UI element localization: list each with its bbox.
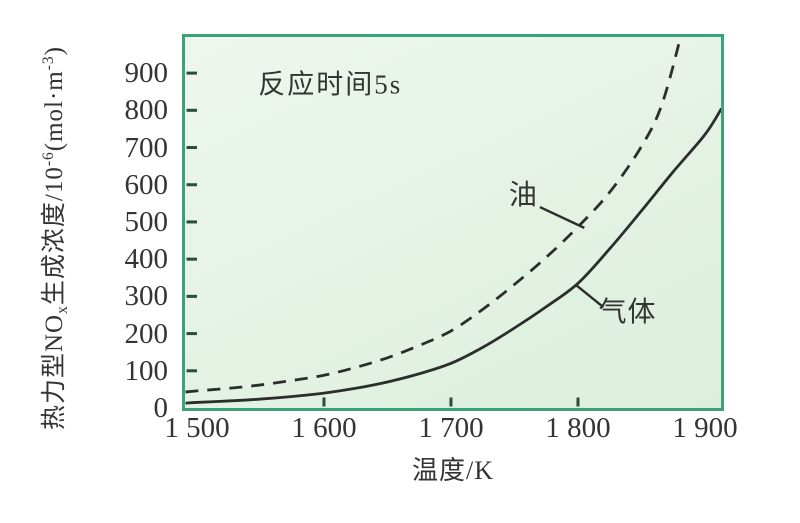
y-tick-label: 0 [153,392,169,424]
curve-gas [185,107,721,405]
leader-line-gas [575,284,605,309]
y-tick-label: 500 [124,205,169,238]
x-tick-label: 1 700 [418,412,484,444]
y-tick-label: 600 [124,168,169,201]
y-tick-label: 200 [124,317,169,350]
x-tick-label: 1 800 [545,412,611,444]
x-tick-label: 1 600 [291,412,357,444]
plot-area: 油气体 反应时间5s [182,34,724,411]
annotation-reaction-time: 反应时间5s [258,69,403,100]
leader-line-oil [539,205,585,229]
curve-oil [185,37,683,394]
series-label-gas: 气体 [598,297,657,329]
series-label-oil: 油 [508,179,538,211]
y-tick-label: 400 [124,243,169,276]
y-tick-label: 800 [124,94,169,127]
y-tick-label: 300 [124,280,169,313]
x-axis-title: 温度/K [411,456,494,485]
y-axis-title-text: ) [41,46,68,56]
y-tick-label: 700 [124,131,169,164]
x-tick-label: 1 900 [672,412,738,444]
y-tick-label: 900 [124,57,169,90]
x-tick-label: 1 500 [164,412,230,444]
chart-canvas [185,37,721,407]
y-tick-label: 100 [124,354,169,387]
